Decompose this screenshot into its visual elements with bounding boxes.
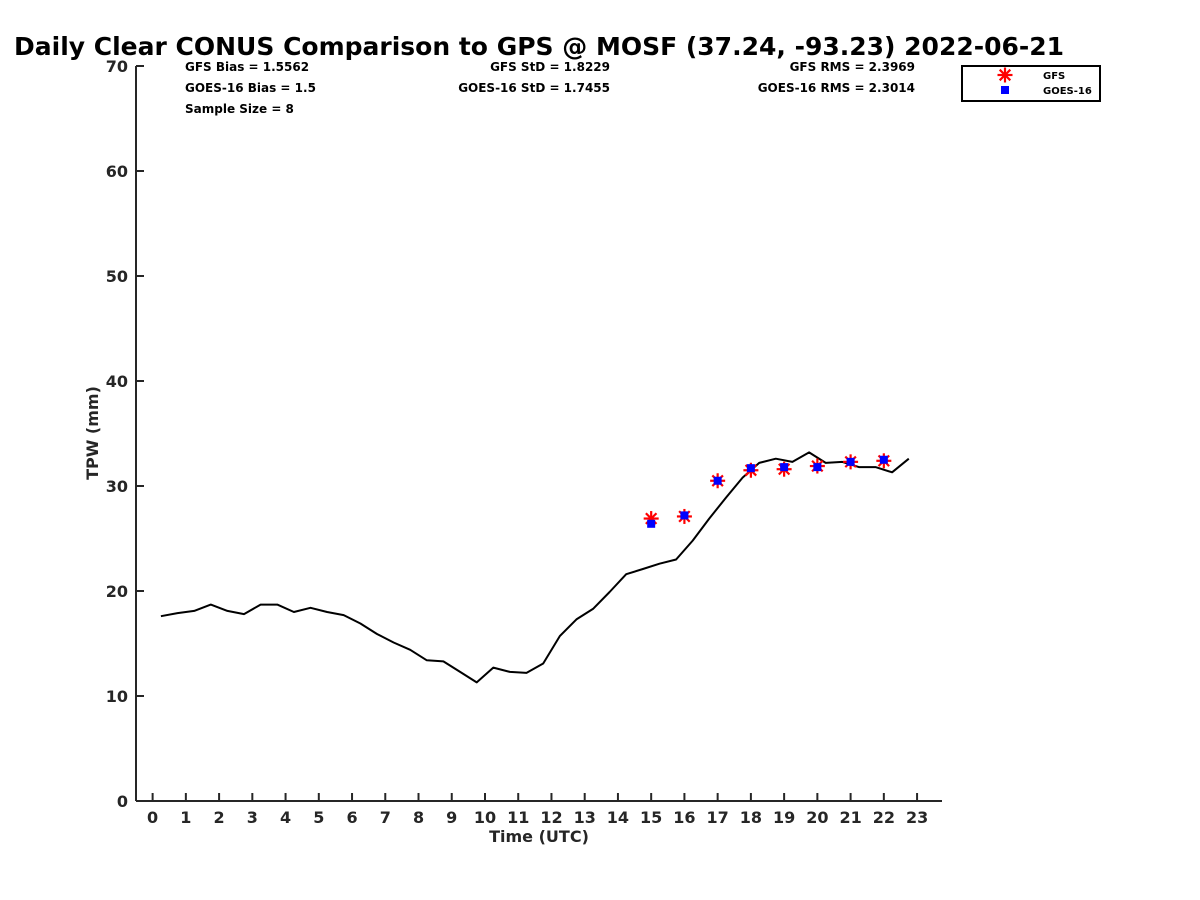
plot-area bbox=[160, 451, 910, 684]
x-tick-label: 19 bbox=[773, 808, 795, 827]
legend-gfs-marker bbox=[997, 67, 1013, 83]
goes16-point bbox=[746, 464, 755, 473]
y-tick-label: 50 bbox=[106, 267, 128, 286]
stat-goes-rms: GOES-16 RMS = 2.3014 bbox=[758, 81, 915, 95]
x-tick-label: 16 bbox=[673, 808, 695, 827]
stat-goes-std: GOES-16 StD = 1.7455 bbox=[458, 81, 610, 95]
x-tick-label: 17 bbox=[707, 808, 729, 827]
y-ticks: 0 10 20 30 40 50 60 70 bbox=[106, 57, 144, 811]
x-tick-label: 11 bbox=[507, 808, 529, 827]
x-ticks: 0 1 2 3 4 5 6 7 8 9 10 11 12 13 14 15 16 17 18 19 20 21 22 23 bbox=[147, 793, 928, 827]
x-tick-label: 23 bbox=[906, 808, 928, 827]
stat-gfs-bias: GFS Bias = 1.5562 bbox=[185, 60, 309, 74]
legend-box bbox=[961, 65, 1101, 102]
x-tick-label: 13 bbox=[574, 808, 596, 827]
x-tick-label: 10 bbox=[474, 808, 496, 827]
stat-goes-bias: GOES-16 Bias = 1.5 bbox=[185, 81, 316, 95]
x-tick-label: 0 bbox=[147, 808, 158, 827]
y-tick-label: 30 bbox=[106, 477, 128, 496]
y-tick-label: 70 bbox=[106, 57, 128, 76]
legend-goes-label: GOES-16 bbox=[1043, 86, 1092, 97]
legend-gfs-label: GFS bbox=[1043, 71, 1065, 82]
x-tick-label: 12 bbox=[540, 808, 562, 827]
y-tick-label: 0 bbox=[117, 792, 128, 811]
x-tick-label: 6 bbox=[346, 808, 357, 827]
x-tick-label: 20 bbox=[806, 808, 828, 827]
legend-goes-marker bbox=[1001, 86, 1009, 94]
goes16-point bbox=[780, 463, 789, 472]
legend: GFS GOES-16 bbox=[961, 65, 1101, 102]
x-tick-label: 9 bbox=[446, 808, 457, 827]
x-tick-label: 7 bbox=[380, 808, 391, 827]
x-tick-label: 4 bbox=[280, 808, 291, 827]
x-axis-label: Time (UTC) bbox=[489, 827, 589, 846]
x-tick-label: 2 bbox=[214, 808, 225, 827]
chart-title: Daily Clear CONUS Comparison to GPS @ MO… bbox=[14, 32, 1064, 61]
goes16-point bbox=[647, 519, 656, 528]
x-tick-label: 8 bbox=[413, 808, 424, 827]
axes bbox=[135, 66, 942, 802]
goes16-point bbox=[846, 457, 855, 466]
stat-gfs-std: GFS StD = 1.8229 bbox=[490, 60, 610, 74]
x-tick-label: 5 bbox=[313, 808, 324, 827]
x-tick-label: 21 bbox=[839, 808, 861, 827]
goes16-point bbox=[879, 455, 888, 464]
x-tick-label: 22 bbox=[873, 808, 895, 827]
goes16-point bbox=[813, 463, 822, 472]
x-tick-label: 15 bbox=[640, 808, 662, 827]
y-tick-label: 20 bbox=[106, 582, 128, 601]
legend-gfs-asterisk bbox=[997, 67, 1013, 83]
x-tick-label: 3 bbox=[247, 808, 258, 827]
y-tick-label: 10 bbox=[106, 687, 128, 706]
y-axis-label: TPW (mm) bbox=[83, 386, 102, 480]
goes16-point bbox=[713, 476, 722, 485]
x-tick-label: 14 bbox=[607, 808, 629, 827]
y-tick-label: 60 bbox=[106, 162, 128, 181]
stat-gfs-rms: GFS RMS = 2.3969 bbox=[790, 60, 915, 74]
stat-sample-size: Sample Size = 8 bbox=[185, 102, 294, 116]
gps-tpw-line bbox=[160, 451, 910, 684]
stats-block: GFS Bias = 1.5562 GOES-16 Bias = 1.5 Sam… bbox=[185, 60, 915, 116]
x-tick-label: 18 bbox=[740, 808, 762, 827]
y-tick-label: 40 bbox=[106, 372, 128, 391]
x-tick-label: 1 bbox=[180, 808, 191, 827]
goes16-point bbox=[680, 511, 689, 520]
